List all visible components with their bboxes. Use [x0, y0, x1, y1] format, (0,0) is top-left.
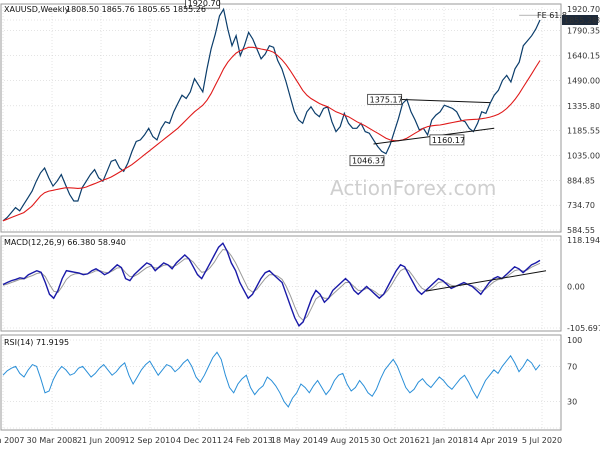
price-y-tick-label: 1490.00 — [567, 76, 600, 85]
macd-signal-line — [2, 248, 541, 321]
x-tick-label: 21 Jun 2009 — [77, 436, 125, 445]
price-y-tick-label: 1185.55 — [567, 127, 600, 136]
macd-line — [2, 242, 541, 327]
rsi-line — [2, 351, 541, 408]
price-annotation-box — [367, 93, 403, 105]
x-tick-label: 7 Jan 2007 — [0, 436, 24, 445]
macd-y-tick-label: 118.194 — [567, 236, 600, 245]
price-y-tick-label: 884.85 — [567, 176, 595, 185]
price-annotation-box — [349, 155, 385, 167]
x-tick-label: 30 Oct 2016 — [370, 436, 419, 445]
x-tick-label: 9 Aug 2015 — [323, 436, 369, 445]
price-annotation-box — [185, 0, 221, 9]
rsi-layer — [2, 351, 541, 408]
x-tick-label: 18 May 2014 — [271, 436, 323, 445]
macd-panel-frame — [0, 235, 562, 332]
x-tick-label: 21 Jan 2018 — [420, 436, 468, 445]
price-annotation-label: 1160.17 — [432, 136, 465, 145]
price-y-tick-label: 1640.15 — [567, 52, 600, 61]
ohlc-label: 1808.50 1865.76 1805.65 1855.26 — [66, 5, 206, 14]
axis-layer: 1920.70 1855.28 1790.35 1640.15 1490.00 1335.… — [0, 5, 600, 445]
upper-trendline — [398, 98, 491, 104]
watermark-text: ActionForex.com — [330, 176, 496, 200]
x-tick-label: 5 Jul 2020 — [522, 436, 562, 445]
price-panel-frame — [0, 3, 562, 233]
price-series-line — [2, 7, 541, 222]
macd-y-tick-label: 0.00 — [567, 282, 585, 291]
x-tick-label: 4 Dec 2011 — [176, 436, 222, 445]
price-y-tick-label: 584.55 — [567, 226, 595, 235]
current-price-tag-label: 1855.28 — [564, 16, 597, 25]
macd-y-tick-label: -105.697 — [567, 324, 600, 333]
rsi-y-tick-label: 70 — [567, 362, 577, 371]
rsi-title: RSI(14) 71.9195 — [4, 338, 69, 347]
price-annotation-label: 1046.37 — [352, 157, 385, 166]
price-y-tick-label: 1790.35 — [567, 27, 600, 36]
watermark-layer: ActionForex.com — [330, 176, 496, 200]
price-layer: FE 61.8 1920.70 1375.17 1160.17 1046.37 — [2, 0, 567, 222]
rsi-y-tick-label: 30 — [567, 398, 577, 407]
rsi-panel-frame — [0, 334, 562, 431]
macd-trendline — [425, 270, 547, 292]
price-y-tick-label: 1920.70 — [567, 5, 600, 14]
macd-title: MACD(12,26,9) 66.380 58.940 — [4, 238, 126, 247]
moving-average-line — [2, 46, 541, 222]
x-tick-label: 14 Apr 2019 — [468, 436, 517, 445]
price-y-tick-label: 1335.80 — [567, 102, 600, 111]
price-y-tick-label: 734.70 — [567, 201, 595, 210]
price-annotation-label: 1375.17 — [370, 95, 403, 104]
x-tick-label: 30 Mar 2008 — [27, 436, 78, 445]
current-price-tag — [562, 15, 598, 26]
macd-layer — [2, 242, 547, 327]
rsi-y-tick-label: 100 — [567, 336, 582, 345]
x-tick-label: 12 Sep 2010 — [125, 436, 176, 445]
price-annotation-label: 1920.70 — [188, 0, 221, 8]
grid-layer — [1, 4, 561, 430]
fe-label: FE 61.8 — [537, 11, 567, 20]
symbol-label: XAUUSD,Weekly — [4, 5, 70, 14]
x-tick-label: 24 Feb 2013 — [223, 436, 273, 445]
price-annotation-box — [429, 134, 465, 146]
price-y-tick-label: 1035.00 — [567, 152, 600, 161]
